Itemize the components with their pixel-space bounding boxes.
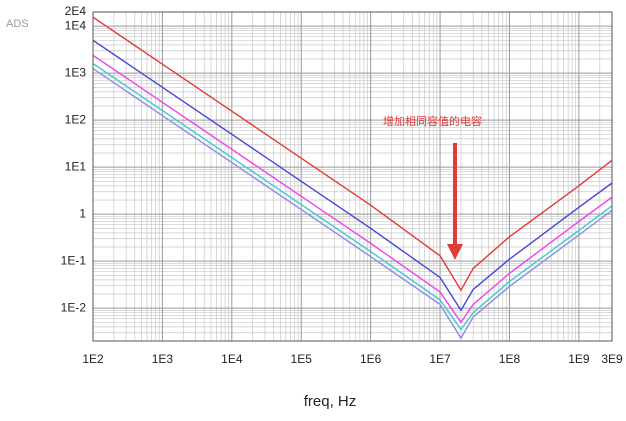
x-tick-label: 1E7 — [429, 352, 451, 366]
y-tick-label: 1E-1 — [61, 253, 87, 267]
logo-text: ADS — [6, 18, 29, 30]
arrow-head — [447, 244, 463, 260]
series-line — [92, 16, 613, 292]
x-tick-label: 1E6 — [360, 352, 382, 366]
y-tick-label: 1 — [79, 206, 86, 220]
y-tick-label: 1E-2 — [61, 300, 87, 314]
y-tick-label: 1E2 — [65, 112, 87, 126]
y-tick-label: 1E1 — [65, 159, 87, 173]
series-line — [92, 68, 613, 340]
y-tick-label: 1E3 — [65, 65, 87, 79]
x-tick-label: 1E4 — [221, 352, 243, 366]
x-tick-label: 1E5 — [291, 352, 313, 366]
x-tick-label: 1E8 — [499, 352, 521, 366]
y-tick-label: 2E4 — [65, 4, 87, 18]
annotation: 增加相同容值的电容 — [383, 114, 482, 128]
y-tick-label: 1E4 — [65, 18, 87, 32]
plot-border — [92, 11, 613, 342]
x-tick-label: 1E9 — [568, 352, 590, 366]
series-line — [92, 54, 613, 324]
series-line — [92, 39, 613, 312]
lines — [92, 16, 613, 340]
x-tick-label: 1E3 — [152, 352, 174, 366]
x-axis-label: freq, Hz — [304, 393, 357, 410]
series-line — [92, 62, 613, 331]
x-tick-label: 3E9 — [601, 352, 623, 366]
x-tick-label: 1E2 — [82, 352, 104, 366]
